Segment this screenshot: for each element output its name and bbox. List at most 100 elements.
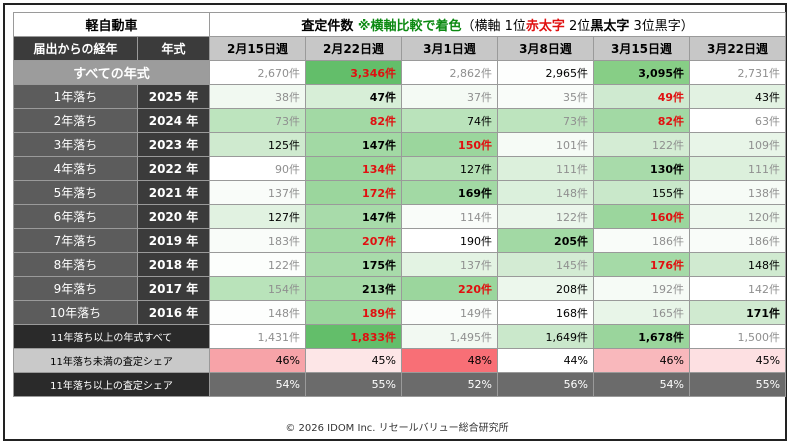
value-cell: 142件 — [689, 276, 787, 301]
value-cell: 125件 — [209, 132, 307, 157]
value-cell: 175件 — [305, 252, 403, 277]
value-cell: 54% — [209, 372, 307, 397]
age-label: 1年落ち — [13, 84, 138, 109]
table-row: 2年落ち 2024 年 73件 82件 74件 73件 82件 63件 — [13, 108, 787, 133]
value-cell: 190件 — [401, 228, 499, 253]
age-label: 9年落ち — [13, 276, 138, 301]
value-cell: 169件 — [401, 180, 499, 205]
value-cell: 145件 — [497, 252, 595, 277]
value-cell: 120件 — [689, 204, 787, 229]
value-cell: 45% — [305, 348, 403, 373]
value-cell: 1,649件 — [497, 324, 595, 349]
value-cell: 148件 — [209, 300, 307, 325]
share-over-row: 11年落ち以上の査定シェア 54% 55% 52% 56% 54% 55% — [12, 372, 787, 397]
table-frame: 軽自動車 査定件数 ※横軸比較で着色（横軸 1位赤太字 2位黒太字 3位黒字） … — [3, 3, 787, 441]
header-week: 3月22日週 — [689, 36, 787, 61]
value-cell: 127件 — [209, 204, 307, 229]
value-cell: 137件 — [209, 180, 307, 205]
all-years-label: すべての年式 — [12, 60, 211, 85]
value-cell: 172件 — [305, 180, 403, 205]
value-cell: 109件 — [689, 132, 787, 157]
value-cell: 56% — [497, 372, 595, 397]
header-week: 2月15日週 — [209, 36, 307, 61]
copyright-footer: © 2026 IDOM Inc. リセールバリュー総合研究所 — [285, 423, 509, 434]
value-cell: 3,095件 — [593, 60, 691, 85]
header-week: 2月22日週 — [305, 36, 403, 61]
age-label: 8年落ち — [13, 252, 138, 277]
table-row: 8年落ち 2018 年 122件 175件 137件 145件 176件 148件 — [13, 252, 787, 277]
value-cell: 160件 — [593, 204, 691, 229]
value-cell: 127件 — [401, 156, 499, 181]
value-cell: 150件 — [401, 132, 499, 157]
title-legend-bold: 黒太字 — [590, 19, 630, 34]
year-label: 2023 年 — [136, 132, 211, 157]
value-cell: 52% — [401, 372, 499, 397]
value-cell: 171件 — [689, 300, 787, 325]
value-cell: 1,495件 — [401, 324, 499, 349]
value-cell: 82件 — [593, 108, 691, 133]
value-cell: 208件 — [497, 276, 595, 301]
value-cell: 1,678件 — [593, 324, 691, 349]
value-cell: 154件 — [209, 276, 307, 301]
valuation-count-table: 軽自動車 査定件数 ※横軸比較で着色（横軸 1位赤太字 2位黒太字 3位黒字） … — [12, 12, 787, 397]
value-cell: 122件 — [593, 132, 691, 157]
value-cell: 54% — [593, 372, 691, 397]
year-label: 2019 年 — [136, 228, 211, 253]
title-legend-end: 3位黒字） — [629, 19, 694, 34]
value-cell: 155件 — [593, 180, 691, 205]
year-label: 2024 年 — [136, 108, 211, 133]
title-legend-red: 赤太字 — [525, 19, 565, 34]
value-cell: 90件 — [209, 156, 307, 181]
value-cell: 73件 — [497, 108, 595, 133]
value-cell: 3,346件 — [305, 60, 403, 85]
age-label: 6年落ち — [13, 204, 138, 229]
table-row: 6年落ち 2020 年 127件 147件 114件 122件 160件 120件 — [13, 204, 787, 229]
share-under-row: 11年落ち未満の査定シェア 46% 45% 48% 44% 46% 45% — [12, 348, 787, 373]
value-cell: 137件 — [401, 252, 499, 277]
value-cell: 213件 — [305, 276, 403, 301]
title-main: 査定件数 — [301, 19, 358, 34]
age-label: 10年落ち — [13, 300, 138, 325]
header-week: 3月8日週 — [497, 36, 595, 61]
header-years-since: 届出からの経年 — [13, 36, 138, 61]
value-cell: 35件 — [497, 84, 595, 109]
share-under-label: 11年落ち未満の査定シェア — [12, 348, 211, 373]
value-cell: 2,731件 — [689, 60, 787, 85]
value-cell: 165件 — [593, 300, 691, 325]
value-cell: 168件 — [497, 300, 595, 325]
value-cell: 134件 — [305, 156, 403, 181]
table-row: 9年落ち 2017 年 154件 213件 220件 208件 192件 142件 — [13, 276, 787, 301]
title-legend-open: （横軸 1位 — [461, 19, 526, 34]
year-label: 2021 年 — [136, 180, 211, 205]
value-cell: 101件 — [497, 132, 595, 157]
value-cell: 207件 — [305, 228, 403, 253]
year-label: 2025 年 — [136, 84, 211, 109]
title-note: ※横軸比較で着色 — [357, 19, 462, 34]
value-cell: 37件 — [401, 84, 499, 109]
table-row: 3年落ち 2023 年 125件 147件 150件 101件 122件 109件 — [13, 132, 787, 157]
header-week: 3月15日週 — [593, 36, 691, 61]
value-cell: 74件 — [401, 108, 499, 133]
table-row: 1年落ち 2025 年 38件 47件 37件 35件 49件 43件 — [13, 84, 787, 109]
share-over-label: 11年落ち以上の査定シェア — [12, 372, 211, 397]
value-cell: 2,670件 — [209, 60, 307, 85]
value-cell: 63件 — [689, 108, 787, 133]
value-cell: 55% — [305, 372, 403, 397]
value-cell: 114件 — [401, 204, 499, 229]
value-cell: 148件 — [497, 180, 595, 205]
value-cell: 55% — [689, 372, 787, 397]
header-week: 3月1日週 — [401, 36, 499, 61]
table-title: 査定件数 ※横軸比較で着色（横軸 1位赤太字 2位黒太字 3位黒字） — [209, 12, 787, 37]
header-model-year: 年式 — [136, 36, 211, 61]
value-cell: 45% — [689, 348, 787, 373]
age-label: 5年落ち — [13, 180, 138, 205]
value-cell: 1,833件 — [305, 324, 403, 349]
year-label: 2017 年 — [136, 276, 211, 301]
value-cell: 205件 — [497, 228, 595, 253]
table-row: 10年落ち 2016 年 148件 189件 149件 168件 165件 171件 — [13, 300, 787, 325]
age-label: 3年落ち — [13, 132, 138, 157]
value-cell: 111件 — [689, 156, 787, 181]
table-row: 7年落ち 2019 年 183件 207件 190件 205件 186件 186件 — [13, 228, 787, 253]
value-cell: 43件 — [689, 84, 787, 109]
year-label: 2018 年 — [136, 252, 211, 277]
